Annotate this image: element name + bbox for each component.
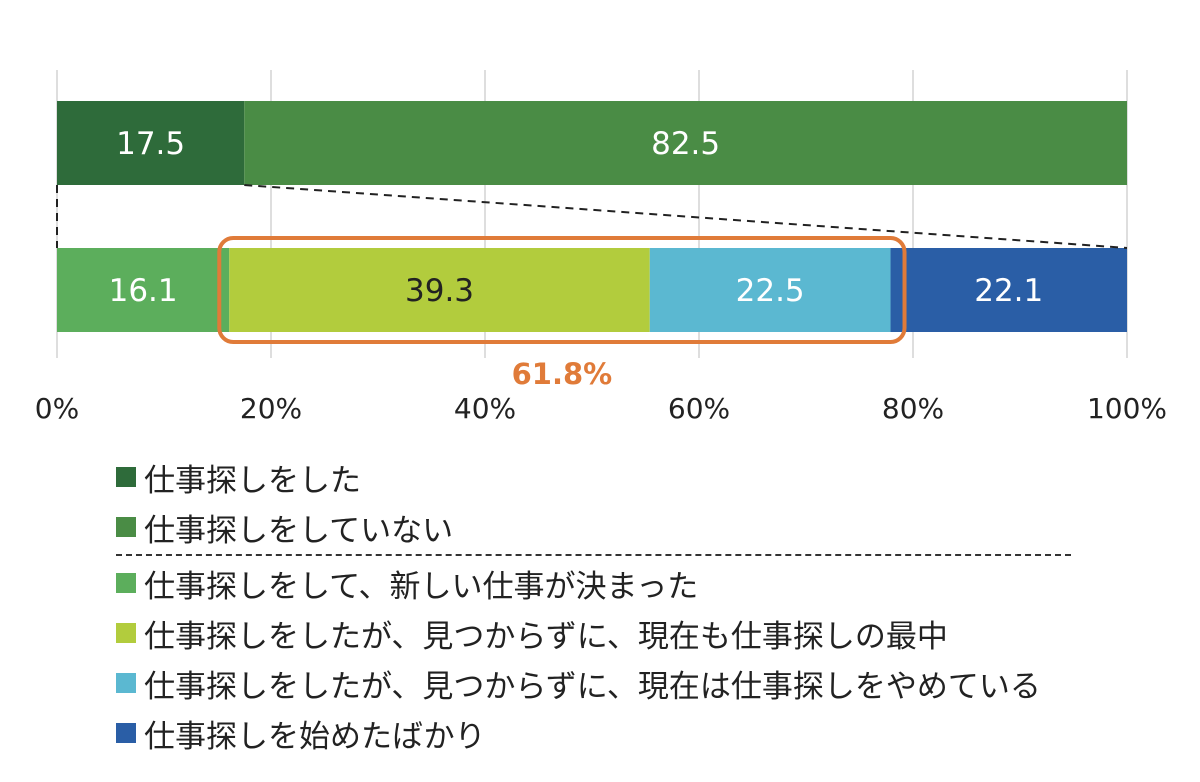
data-label: 39.3 [405, 273, 474, 309]
bar-segment [244, 101, 1127, 185]
data-label: 16.1 [109, 273, 178, 309]
legend-label: 仕事探しをしたが、見つからずに、現在は仕事探しをやめている [144, 668, 1041, 705]
legend-label: 仕事探しをしていない [144, 512, 454, 549]
legend-label: 仕事探しをして、新しい仕事が決まった [144, 568, 699, 605]
legend-label: 仕事探しをしたが、見つからずに、現在も仕事探しの最中 [144, 618, 948, 655]
legend-swatch [116, 673, 136, 693]
bar-segment [57, 101, 245, 185]
legend-item: 仕事探しをしたが、見つからずに、現在は仕事探しをやめている [116, 658, 1076, 708]
bar-segment [649, 248, 891, 332]
data-label: 82.5 [651, 126, 720, 162]
data-label: 17.5 [116, 126, 185, 162]
legend-item: 仕事探しをした [116, 452, 1076, 502]
x-tick-label: 60% [668, 392, 730, 425]
legend-label: 仕事探しをした [144, 462, 361, 499]
bar-segment [57, 248, 230, 332]
legend: 仕事探しをした 仕事探しをしていない 仕事探しをして、新しい仕事が決まった 仕事… [116, 452, 1076, 758]
legend-swatch [116, 623, 136, 643]
legend-swatch [116, 517, 136, 537]
stacked-bar-chart: 0% 20% 40% 60% 80% 100% 17.5 82.5 16.1 39.3 22.5 22… [35, 70, 1167, 425]
legend-swatch [116, 723, 136, 743]
x-tick-label: 0% [35, 392, 79, 425]
highlight-box [217, 236, 907, 344]
connector-line [244, 184, 1128, 249]
x-tick-label: 40% [454, 392, 516, 425]
bar-segment [890, 248, 1127, 332]
legend-swatch [116, 467, 136, 487]
annotation-label: 61.8% [512, 357, 613, 391]
legend-item: 仕事探しを始めたばかり [116, 708, 1076, 758]
data-label: 22.1 [974, 273, 1043, 309]
legend-item: 仕事探しをしていない [116, 502, 1076, 552]
x-tick-label: 80% [882, 392, 944, 425]
x-tick-label: 100% [1087, 392, 1167, 425]
legend-item: 仕事探しをして、新しい仕事が決まった [116, 558, 1076, 608]
legend-swatch [116, 573, 136, 593]
legend-divider [116, 554, 1071, 556]
legend-item: 仕事探しをしたが、見つからずに、現在も仕事探しの最中 [116, 608, 1076, 658]
bar-segment [229, 248, 650, 332]
x-tick-label: 20% [240, 392, 302, 425]
data-label: 22.5 [736, 273, 805, 309]
legend-label: 仕事探しを始めたばかり [144, 718, 486, 755]
